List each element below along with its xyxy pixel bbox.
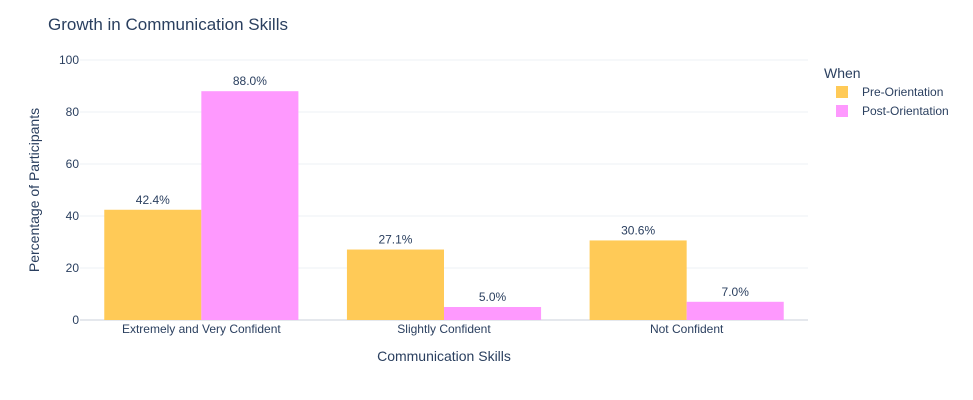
- bar-value-label: 30.6%: [621, 223, 655, 237]
- legend-swatch: [836, 105, 848, 117]
- bar[interactable]: [686, 301, 784, 320]
- legend-swatch: [836, 86, 848, 98]
- bar[interactable]: [346, 249, 444, 320]
- y-tick-label: 0: [72, 313, 79, 327]
- bar[interactable]: [104, 209, 202, 320]
- bar[interactable]: [589, 240, 687, 320]
- legend-item[interactable]: Pre-Orientation: [836, 85, 943, 99]
- bar-value-label: 7.0%: [722, 285, 750, 299]
- bars: [104, 91, 784, 320]
- x-tick-label: Not Confident: [650, 322, 724, 336]
- legend-label: Pre-Orientation: [862, 85, 943, 99]
- x-axis-title: Communication Skills: [377, 348, 511, 364]
- legend-label: Post-Orientation: [862, 104, 949, 118]
- x-axis-ticks: Extremely and Very Confident Slightly Con…: [122, 322, 724, 336]
- x-tick-label: Slightly Confident: [397, 322, 491, 336]
- bar-labels: 42.4% 88.0% 27.1% 5.0% 30.6% 7.0%: [136, 74, 749, 304]
- bar-value-label: 88.0%: [233, 74, 267, 88]
- y-tick-label: 40: [66, 209, 80, 223]
- y-axis-title: Percentage of Participants: [26, 108, 42, 272]
- y-axis-ticks: 0 20 40 60 80 100: [59, 53, 79, 327]
- legend-title: When: [824, 65, 861, 81]
- legend[interactable]: When Pre-Orientation Post-Orientation: [824, 65, 949, 118]
- chart-title: Growth in Communication Skills: [48, 15, 288, 34]
- y-tick-label: 80: [66, 105, 80, 119]
- legend-item[interactable]: Post-Orientation: [836, 104, 949, 118]
- bar[interactable]: [444, 307, 542, 320]
- x-tick-label: Extremely and Very Confident: [122, 322, 281, 336]
- y-tick-label: 20: [66, 261, 80, 275]
- y-tick-label: 100: [59, 53, 79, 67]
- bar-value-label: 5.0%: [479, 290, 507, 304]
- bar-value-label: 42.4%: [136, 193, 170, 207]
- y-tick-label: 60: [66, 157, 80, 171]
- bar-value-label: 27.1%: [378, 233, 412, 247]
- bar[interactable]: [201, 91, 299, 320]
